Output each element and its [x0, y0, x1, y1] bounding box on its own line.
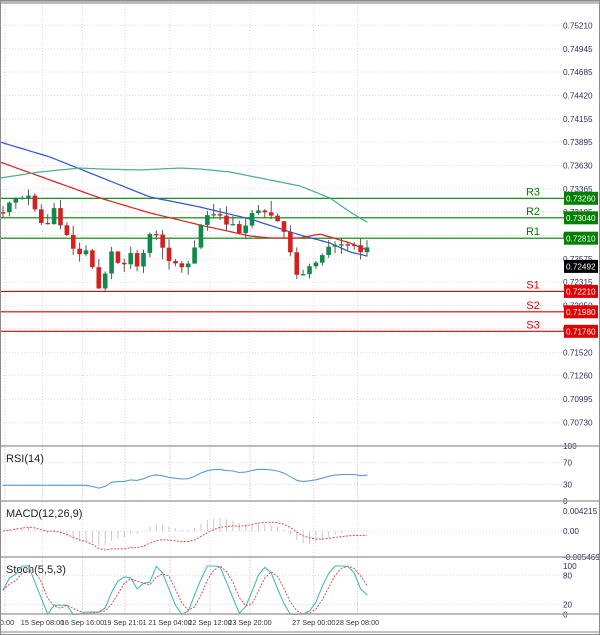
svg-text:0.73630: 0.73630: [563, 162, 593, 171]
svg-text:0.72810: 0.72810: [566, 234, 596, 243]
svg-text:15 Sep 08:00: 15 Sep 08:00: [21, 618, 64, 627]
svg-text:80: 80: [563, 572, 573, 581]
svg-text:22 Sep 12:00: 22 Sep 12:00: [188, 618, 231, 627]
svg-text:19 Sep 21:01: 19 Sep 21:01: [103, 618, 146, 627]
svg-text:0.72210: 0.72210: [566, 288, 596, 297]
svg-text:27 Sep 00:00: 27 Sep 00:00: [292, 618, 335, 627]
svg-text:0.71760: 0.71760: [566, 328, 596, 337]
svg-text:0.74420: 0.74420: [563, 92, 593, 101]
svg-text:0.72492: 0.72492: [566, 263, 596, 272]
svg-text:0.71260: 0.71260: [563, 372, 593, 381]
svg-text:0.74155: 0.74155: [563, 115, 593, 124]
svg-text:20: 20: [563, 601, 573, 610]
svg-text:0.73260: 0.73260: [566, 195, 596, 204]
svg-text:0: 0: [563, 610, 568, 619]
svg-text:R2: R2: [526, 206, 540, 218]
svg-text:70: 70: [563, 459, 573, 468]
svg-text:0.71980: 0.71980: [566, 308, 596, 317]
svg-text:0.00: 0.00: [563, 527, 579, 536]
svg-text:R3: R3: [526, 186, 540, 198]
svg-text:S1: S1: [526, 279, 539, 291]
svg-text:0.71520: 0.71520: [563, 349, 593, 358]
svg-text:0.73040: 0.73040: [566, 214, 596, 223]
svg-text:S2: S2: [526, 300, 539, 312]
svg-text:21 Sep 04:00: 21 Sep 04:00: [148, 618, 191, 627]
svg-text:0.004215: 0.004215: [563, 507, 598, 516]
svg-text:0.74945: 0.74945: [563, 45, 593, 54]
svg-text:0.70730: 0.70730: [563, 419, 593, 428]
svg-text:RSI(14): RSI(14): [6, 453, 44, 465]
svg-text:23 Sep 20:00: 23 Sep 20:00: [228, 618, 271, 627]
svg-text:16 Sep 16:00: 16 Sep 16:00: [61, 618, 104, 627]
svg-text:28 Sep 08:00: 28 Sep 08:00: [336, 618, 379, 627]
svg-text:100: 100: [563, 562, 577, 571]
svg-text:0.70995: 0.70995: [563, 395, 593, 404]
svg-text:0.73895: 0.73895: [563, 138, 593, 147]
svg-text:0.75210: 0.75210: [563, 21, 593, 30]
svg-text:00:00: 00:00: [0, 618, 14, 627]
svg-text:MACD(12,26,9): MACD(12,26,9): [6, 508, 82, 520]
svg-text:S3: S3: [526, 319, 539, 331]
svg-text:R1: R1: [526, 226, 540, 238]
svg-text:0.74685: 0.74685: [563, 68, 593, 77]
svg-text:30: 30: [563, 481, 573, 490]
